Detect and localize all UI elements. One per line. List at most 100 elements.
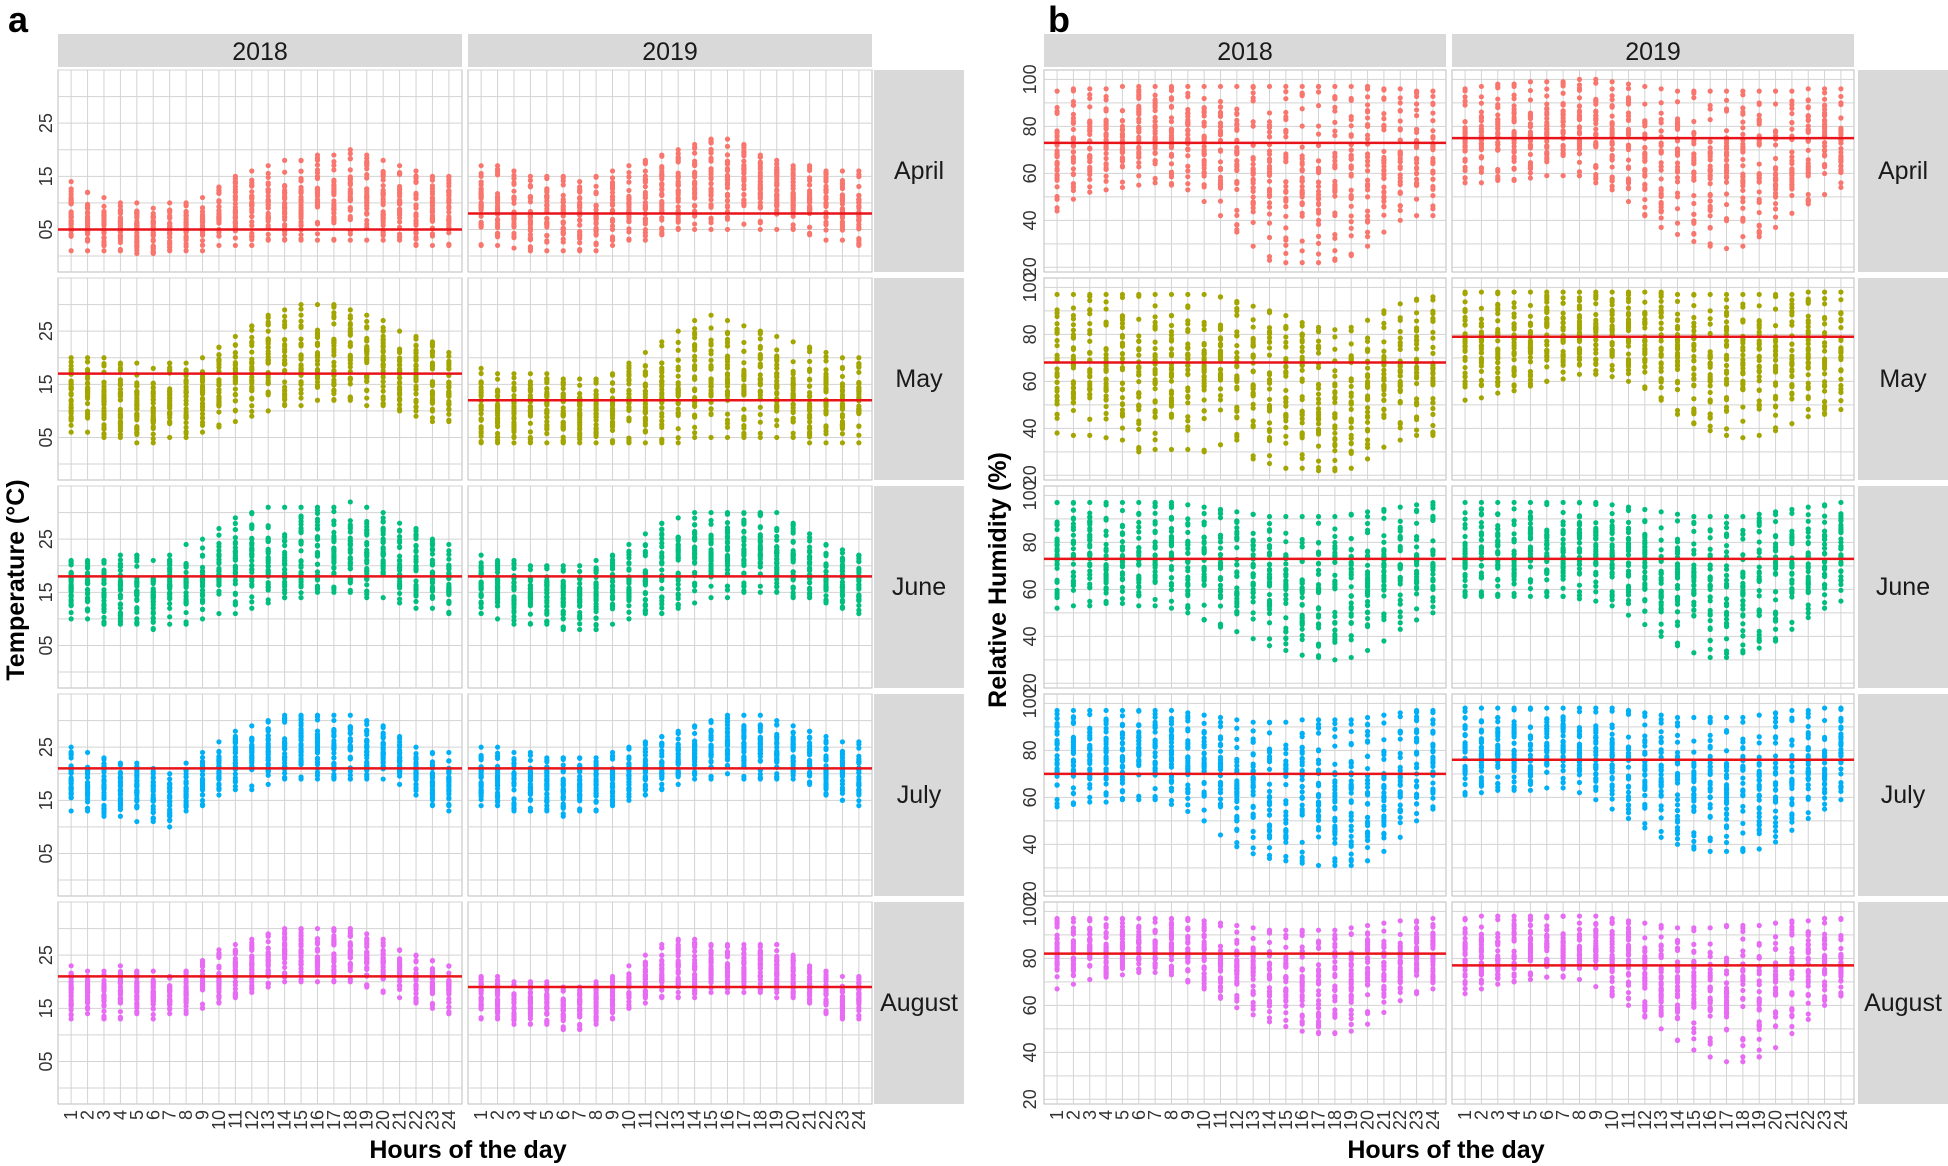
data-point: [577, 246, 583, 253]
data-point: [380, 317, 386, 324]
data-point: [626, 229, 632, 235]
data-point: [741, 423, 747, 429]
data-point: [593, 214, 599, 221]
data-point: [265, 535, 271, 541]
data-point: [659, 550, 665, 556]
data-point: [429, 217, 436, 223]
data-point: [199, 404, 206, 410]
data-point: [68, 422, 74, 428]
data-point: [331, 162, 337, 168]
data-point: [265, 213, 271, 219]
data-point: [560, 608, 566, 614]
data-point: [478, 202, 484, 208]
data-point: [298, 343, 304, 349]
data-point: [774, 556, 780, 563]
data-point: [692, 202, 698, 209]
data-point: [774, 365, 780, 372]
data-point: [298, 548, 304, 554]
data-point: [724, 544, 731, 551]
data-point: [659, 567, 665, 573]
data-point: [806, 434, 813, 440]
data-point: [68, 186, 74, 192]
data-point: [249, 387, 255, 393]
data-point: [577, 568, 583, 575]
data-point: [593, 388, 599, 394]
data-point: [544, 371, 550, 377]
data-point: [117, 769, 124, 775]
data-point: [577, 609, 583, 616]
data-point: [790, 559, 796, 565]
data-point: [331, 349, 337, 355]
data-point: [413, 553, 419, 560]
data-point: [856, 567, 862, 573]
data-point: [806, 585, 813, 591]
data-point: [806, 531, 813, 537]
data-point: [265, 182, 271, 188]
data-point: [494, 171, 501, 177]
data-point: [216, 211, 222, 217]
data-point: [347, 565, 353, 572]
data-point: [216, 560, 222, 566]
data-point: [380, 515, 386, 521]
data-point: [167, 552, 173, 558]
data-point: [216, 588, 222, 594]
data-point: [117, 418, 124, 424]
data-point: [609, 185, 616, 191]
data-point: [216, 552, 222, 558]
data-point: [823, 227, 829, 233]
data-point: [626, 552, 632, 558]
data-point: [692, 141, 698, 148]
data-point: [609, 371, 616, 377]
data-point: [331, 236, 337, 242]
data-point: [68, 808, 74, 814]
data-point: [708, 391, 714, 397]
data-point: [708, 536, 714, 542]
data-point: [609, 226, 616, 232]
data-point: [413, 376, 419, 382]
data-point: [216, 359, 222, 365]
data-point: [741, 348, 747, 354]
data-point: [757, 589, 763, 595]
data-point: [396, 163, 403, 169]
data-point: [216, 379, 222, 385]
data-point: [675, 554, 681, 561]
data-point: [741, 529, 747, 535]
data-point: [84, 775, 91, 781]
data-point: [413, 532, 419, 538]
data-point: [544, 563, 550, 569]
data-point: [117, 587, 124, 593]
data-point: [675, 515, 681, 521]
data-point: [101, 379, 107, 386]
data-point: [199, 564, 206, 571]
data-point: [265, 580, 271, 586]
data-point: [282, 341, 288, 348]
data-point: [724, 540, 731, 546]
data-point: [232, 535, 238, 541]
data-point: [609, 604, 616, 610]
data-point: [511, 385, 517, 391]
data-point: [199, 415, 206, 421]
data-point: [101, 397, 107, 404]
data-point: [708, 150, 714, 156]
data-point: [856, 224, 862, 230]
data-point: [199, 388, 206, 394]
data-point: [298, 306, 304, 312]
data-point: [577, 195, 583, 201]
data-point: [839, 392, 846, 398]
data-point: [560, 563, 566, 569]
data-point: [774, 390, 780, 396]
data-point: [249, 558, 255, 564]
data-point: [134, 616, 140, 622]
data-point: [429, 360, 436, 366]
data-point: [134, 426, 140, 433]
data-point: [314, 331, 321, 337]
data-point: [429, 177, 436, 183]
data-point: [364, 360, 370, 366]
data-point: [282, 401, 288, 407]
data-point: [856, 235, 862, 242]
data-point: [68, 231, 74, 237]
data-point: [806, 394, 813, 400]
data-point: [380, 551, 386, 557]
data-point: [249, 403, 255, 409]
data-point: [757, 173, 763, 179]
